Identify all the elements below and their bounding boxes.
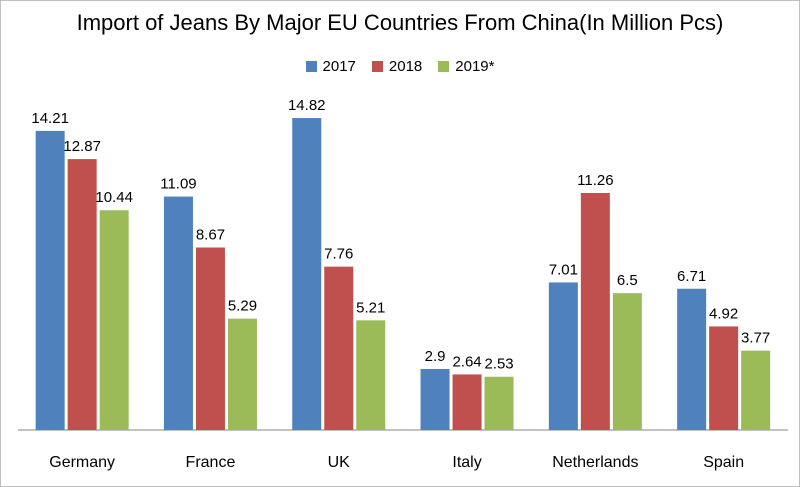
data-label: 12.87 bbox=[63, 138, 101, 155]
x-tick-label: UK bbox=[328, 454, 351, 471]
data-label: 6.71 bbox=[677, 268, 706, 285]
legend-item-2018: 2018 bbox=[371, 58, 423, 75]
legend: 2017 2018 2019* bbox=[0, 58, 800, 75]
x-tick-label: Germany bbox=[49, 454, 115, 471]
x-tick-label: Italy bbox=[452, 454, 481, 471]
legend-item-2019: 2019* bbox=[438, 58, 494, 75]
legend-swatch-2019 bbox=[438, 61, 450, 72]
bar-spain-2019 bbox=[741, 350, 771, 430]
bar-germany-2017 bbox=[35, 130, 65, 430]
data-label: 8.67 bbox=[196, 226, 225, 243]
bar-uk-2019 bbox=[356, 320, 386, 430]
bar-netherlands-2018 bbox=[580, 192, 610, 430]
bar-uk-2017 bbox=[292, 118, 322, 430]
bar-france-2019 bbox=[227, 318, 257, 430]
bar-spain-2017 bbox=[677, 288, 707, 430]
data-label: 10.44 bbox=[95, 189, 133, 206]
data-label: 11.26 bbox=[577, 172, 613, 189]
data-label: 14.21 bbox=[31, 110, 69, 127]
legend-label-2019: 2019* bbox=[455, 58, 495, 75]
data-label: 6.5 bbox=[617, 272, 638, 289]
bar-italy-2018 bbox=[452, 374, 482, 430]
bar-italy-2019 bbox=[484, 376, 514, 430]
data-label: 4.92 bbox=[709, 305, 738, 322]
bar-germany-2018 bbox=[67, 159, 97, 431]
bar-italy-2017 bbox=[420, 368, 450, 430]
data-label: 3.77 bbox=[741, 330, 770, 347]
legend-swatch-2018 bbox=[371, 61, 383, 72]
bar-uk-2018 bbox=[324, 266, 354, 430]
data-label: 2.9 bbox=[425, 348, 446, 365]
bar-spain-2018 bbox=[709, 326, 739, 430]
data-label: 11.09 bbox=[160, 176, 196, 193]
data-label: 7.76 bbox=[324, 246, 353, 263]
legend-label-2018: 2018 bbox=[388, 58, 423, 75]
bar-france-2017 bbox=[163, 196, 193, 430]
data-label: 2.53 bbox=[484, 356, 513, 373]
bar-germany-2019 bbox=[99, 210, 129, 430]
data-label: 5.21 bbox=[356, 299, 385, 316]
bar-netherlands-2019 bbox=[612, 293, 642, 430]
data-label: 2.64 bbox=[452, 353, 481, 370]
legend-label-2017: 2017 bbox=[322, 58, 356, 75]
legend-swatch-2017 bbox=[305, 61, 317, 72]
x-tick-label: France bbox=[186, 454, 236, 471]
data-label: 14.82 bbox=[288, 97, 326, 114]
data-label: 7.01 bbox=[549, 261, 578, 278]
data-label: 5.29 bbox=[228, 298, 257, 315]
bar-netherlands-2017 bbox=[548, 282, 578, 430]
x-tick-label: Netherlands bbox=[552, 454, 638, 471]
chart-title: Import of Jeans By Major EU Countries Fr… bbox=[76, 10, 724, 35]
bar-france-2018 bbox=[195, 247, 225, 430]
x-tick-label: Spain bbox=[703, 454, 744, 471]
legend-item-2017: 2017 bbox=[305, 58, 356, 75]
